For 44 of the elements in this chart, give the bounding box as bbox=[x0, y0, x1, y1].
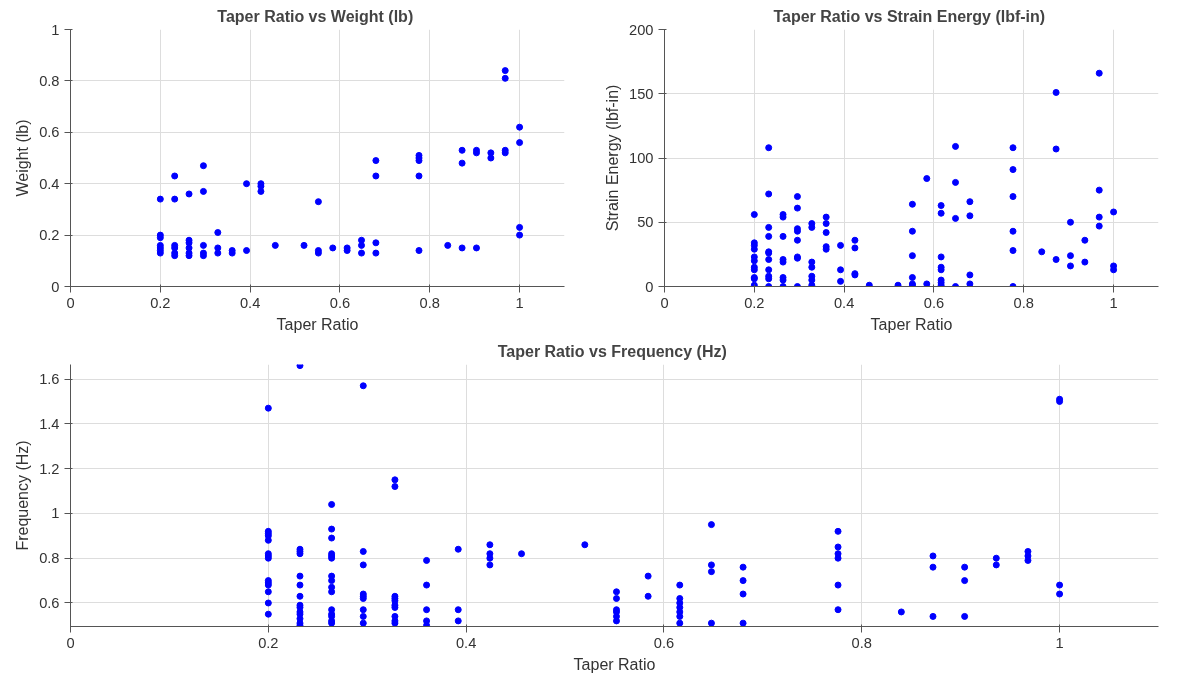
chart-title: Taper Ratio vs Frequency (Hz) bbox=[497, 342, 727, 360]
y-tick-label: 50 bbox=[637, 214, 654, 231]
x-tick-label: 0.2 bbox=[150, 294, 171, 311]
x-tick-label: 0 bbox=[660, 294, 669, 311]
y-tick-label: 1 bbox=[51, 21, 60, 38]
x-tick-label: 0.6 bbox=[923, 294, 945, 311]
y-tick-label: 100 bbox=[629, 150, 654, 166]
x-tick-label: 0.2 bbox=[258, 634, 279, 651]
x-tick-label: 0.6 bbox=[653, 634, 675, 651]
x-axis-title: Taper Ratio bbox=[573, 655, 656, 673]
x-axis-title: Taper Ratio bbox=[870, 315, 953, 333]
x-tick-label: 0.4 bbox=[833, 294, 855, 311]
y-tick-label: 0.8 bbox=[39, 72, 60, 89]
x-tick-label: 0.8 bbox=[1013, 294, 1034, 311]
x-tick-label: 0.8 bbox=[419, 294, 440, 311]
x-tick-label: 0.4 bbox=[455, 634, 477, 651]
x-tick-label: 0 bbox=[66, 294, 75, 311]
y-tick-label: 0.6 bbox=[39, 124, 60, 141]
chart-title: Taper Ratio vs Strain Energy (lbf-in) bbox=[773, 7, 1046, 25]
y-tick-label: 1 bbox=[51, 505, 60, 522]
y-tick-label: 0.2 bbox=[39, 227, 60, 244]
y-tick-label: 0.8 bbox=[39, 550, 60, 567]
y-tick-label: 0 bbox=[645, 278, 654, 295]
y-tick-label: 1.4 bbox=[39, 415, 60, 432]
y-tick-label: 1.2 bbox=[39, 460, 60, 477]
y-tick-label: 200 bbox=[629, 21, 654, 38]
y-axis-title: Strain Energy (lbf-in) bbox=[604, 84, 622, 232]
x-tick-label: 0.4 bbox=[239, 294, 261, 311]
x-tick-label: 0.8 bbox=[851, 634, 872, 651]
y-tick-label: 0 bbox=[51, 278, 60, 295]
x-axis-title: Taper Ratio bbox=[276, 315, 359, 333]
y-tick-label: 0.4 bbox=[39, 175, 60, 192]
x-tick-label: 0.6 bbox=[329, 294, 351, 311]
y-tick-label: 0.6 bbox=[39, 594, 60, 611]
x-tick-label: 0.2 bbox=[744, 294, 765, 311]
y-tick-label: 150 bbox=[629, 85, 654, 102]
x-tick-label: 1 bbox=[1109, 294, 1118, 311]
y-tick-label: 1.6 bbox=[39, 371, 60, 388]
x-tick-label: 1 bbox=[1055, 634, 1064, 651]
chart-title: Taper Ratio vs Weight (lb) bbox=[217, 7, 414, 25]
y-axis-title: Frequency (Hz) bbox=[14, 440, 32, 551]
x-tick-label: 0 bbox=[66, 634, 75, 651]
y-axis-title: Weight (lb) bbox=[14, 119, 32, 197]
x-tick-label: 1 bbox=[515, 294, 524, 311]
